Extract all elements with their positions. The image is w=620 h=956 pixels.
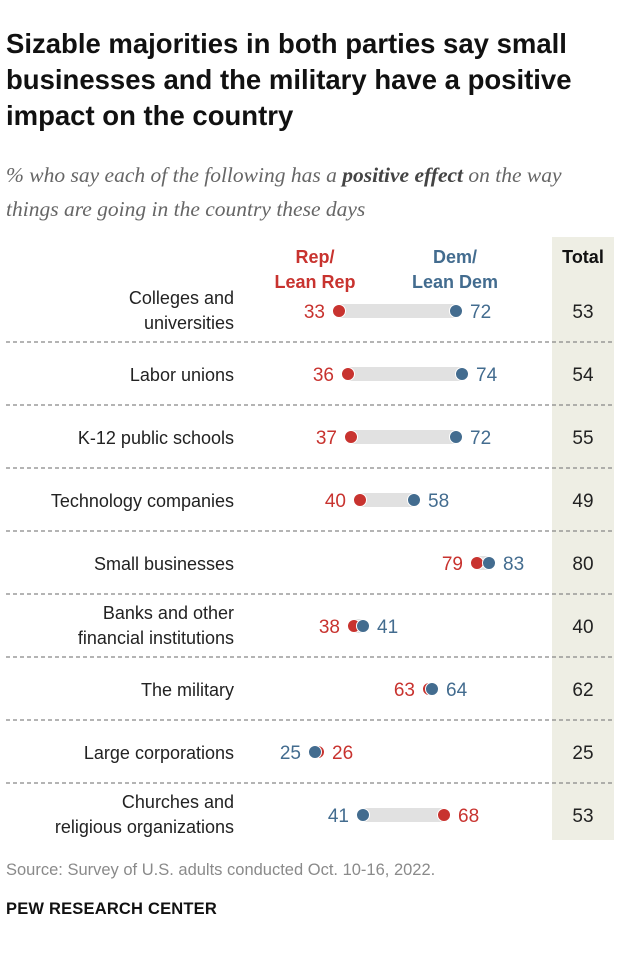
dem-dot — [449, 430, 463, 444]
total-value: 25 — [572, 743, 593, 764]
chart-subtitle: % who say each of the following has a po… — [6, 158, 606, 226]
legend-dem-label: Dem/ — [433, 247, 477, 267]
category-label: financial institutions — [78, 628, 234, 648]
subtitle-emphasis: positive effect — [342, 163, 463, 187]
value-label-dem: 64 — [446, 680, 468, 701]
category-label: Churches and — [122, 792, 234, 812]
value-label-dem: 41 — [328, 806, 349, 827]
value-label-rep: 68 — [458, 806, 479, 827]
category-label: Large corporations — [84, 743, 234, 763]
value-label-rep: 26 — [332, 743, 353, 764]
value-label-dem: 58 — [428, 491, 449, 512]
dem-dot — [482, 556, 496, 570]
total-header: Total — [562, 247, 604, 267]
legend-rep-label: Lean Rep — [274, 272, 355, 292]
total-value: 40 — [572, 617, 593, 638]
range-bar — [339, 304, 456, 318]
organization-name: PEW RESEARCH CENTER — [6, 900, 217, 918]
dem-dot — [356, 619, 370, 633]
value-label-rep: 33 — [304, 302, 325, 323]
rep-dot — [470, 556, 484, 570]
total-value: 54 — [572, 365, 594, 386]
value-label-rep: 37 — [316, 428, 337, 449]
source-note: Source: Survey of U.S. adults conducted … — [6, 861, 436, 879]
value-label-dem: 72 — [470, 428, 491, 449]
rep-dot — [341, 367, 355, 381]
rep-dot — [332, 304, 346, 318]
category-label: Colleges and — [129, 288, 234, 308]
dem-dot — [407, 493, 421, 507]
subtitle-text-before: % who say each of the following has a — [6, 163, 343, 187]
category-label: Labor unions — [130, 365, 234, 385]
range-bar — [360, 493, 414, 507]
value-label-rep: 36 — [313, 365, 334, 386]
dem-dot — [425, 682, 439, 696]
dem-dot — [356, 808, 370, 822]
total-value: 53 — [572, 806, 593, 827]
value-label-rep: 63 — [394, 680, 415, 701]
total-value: 80 — [572, 554, 593, 575]
category-label: religious organizations — [55, 817, 234, 837]
subtitle-text-after: on the way things are going in the count… — [6, 163, 562, 221]
dem-dot — [308, 745, 322, 759]
value-label-dem: 41 — [377, 617, 398, 638]
total-value: 53 — [572, 302, 593, 323]
range-bar — [351, 430, 456, 444]
total-value: 49 — [572, 491, 593, 512]
rep-dot — [344, 430, 358, 444]
legend-dem-label: Lean Dem — [412, 272, 498, 292]
range-bar — [348, 367, 462, 381]
value-label-dem: 25 — [280, 743, 301, 764]
value-label-rep: 38 — [319, 617, 340, 638]
category-label: Banks and other — [103, 603, 234, 623]
category-label: universities — [144, 313, 234, 333]
rep-dot — [353, 493, 367, 507]
value-label-dem: 83 — [503, 554, 524, 575]
dem-dot — [449, 304, 463, 318]
category-label: K-12 public schools — [78, 428, 234, 448]
rep-dot — [437, 808, 451, 822]
value-label-rep: 40 — [325, 491, 346, 512]
legend-rep-label: Rep/ — [295, 247, 334, 267]
category-label: Small businesses — [94, 554, 234, 574]
total-value: 62 — [572, 680, 593, 701]
dem-dot — [455, 367, 469, 381]
value-label-dem: 74 — [476, 365, 498, 386]
value-label-dem: 72 — [470, 302, 491, 323]
total-column-background — [552, 237, 614, 840]
category-label: The military — [141, 680, 234, 700]
category-label: Technology companies — [51, 491, 234, 511]
range-bar — [363, 808, 444, 822]
value-label-rep: 79 — [442, 554, 463, 575]
total-value: 55 — [572, 428, 593, 449]
chart-title: Sizable majorities in both parties say s… — [6, 28, 572, 131]
